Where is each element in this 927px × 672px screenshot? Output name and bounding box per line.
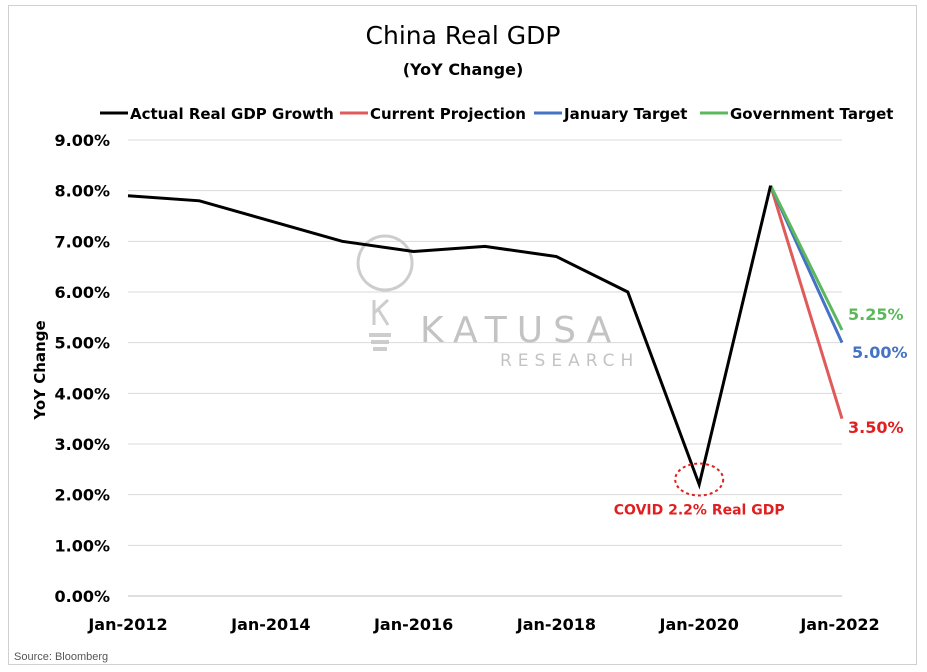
y-tick-label: 1.00% (54, 536, 110, 555)
x-tick-label: Jan-2020 (659, 615, 739, 634)
legend-label-january: January Target (563, 105, 687, 123)
x-tick-labels: Jan-2012 Jan-2014 Jan-2016 Jan-2018 Jan-2020… (87, 615, 879, 634)
legend-label-government: Government Target (730, 105, 893, 123)
chart-subtitle: (YoY Change) (403, 60, 524, 79)
covid-annotation-ring (674, 462, 725, 497)
y-tick-label: 9.00% (54, 131, 110, 150)
x-tick-label: Jan-2022 (799, 615, 879, 634)
y-tick-label: 2.00% (54, 486, 110, 505)
x-tick-label: Jan-2014 (230, 615, 310, 634)
watermark-line2: RESEARCH (500, 351, 639, 371)
grid (128, 139, 842, 597)
end-label-government: 5.25% (848, 305, 904, 324)
watermark: KATUSA RESEARCH (356, 234, 639, 371)
chart-frame (8, 5, 917, 665)
y-axis-label: YoY Change (31, 320, 49, 420)
end-label-january: 5.00% (852, 343, 908, 362)
y-tick-label: 6.00% (54, 283, 110, 302)
source-note: Source: Bloomberg (14, 651, 108, 663)
series-line-0 (127, 185, 773, 490)
legend-label-actual: Actual Real GDP Growth (130, 105, 334, 123)
y-tick-label: 4.00% (54, 384, 110, 403)
series-line-3 (769, 184, 844, 331)
series-lines (127, 184, 844, 490)
watermark-line1: KATUSA (420, 310, 621, 351)
y-tick-label: 3.00% (54, 435, 110, 454)
x-tick-label: Jan-2012 (87, 615, 167, 634)
lightbulb-k-icon (356, 234, 414, 351)
y-tick-labels: 0.00% 1.00% 2.00% 3.00% 4.00% 5.00% 6.00% 7.00%… (54, 131, 110, 606)
y-tick-label: 7.00% (54, 232, 110, 251)
end-label-current: 3.50% (848, 418, 904, 437)
y-tick-label: 8.00% (54, 182, 110, 201)
x-tick-label: Jan-2016 (373, 615, 453, 634)
x-tick-label: Jan-2018 (516, 615, 596, 634)
legend-label-current: Current Projection (370, 105, 526, 123)
y-tick-label: 5.00% (54, 334, 110, 353)
covid-annotation-text: COVID 2.2% Real GDP (614, 503, 785, 519)
chart-title: China Real GDP (366, 21, 561, 50)
series-line-1 (769, 185, 844, 420)
y-tick-label: 0.00% (54, 587, 110, 606)
legend: Actual Real GDP Growth Current Projectio… (100, 105, 893, 123)
